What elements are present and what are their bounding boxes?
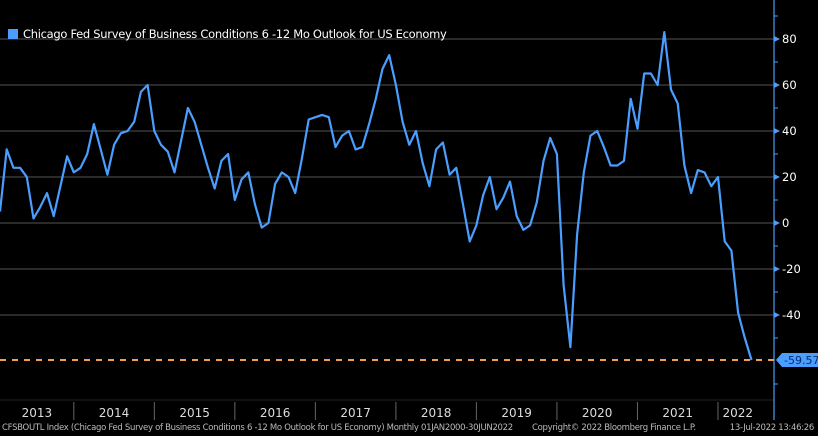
y-tick-label: 0	[782, 216, 789, 230]
footer-source: CFSBOUTL Index (Chicago Fed Survey of Bu…	[2, 423, 513, 433]
x-tick-label: 2013	[22, 406, 53, 420]
footer-timestamp: 13-Jul-2022 13:46:26	[729, 423, 815, 433]
series-line	[0, 31, 753, 361]
x-tick-label: 2014	[99, 406, 130, 420]
gridlines	[0, 38, 774, 316]
y-tick-marker	[774, 174, 780, 180]
x-tick-label: 2016	[260, 406, 291, 420]
last-value-label: -59.57	[784, 354, 818, 367]
legend-label: Chicago Fed Survey of Business Condition…	[23, 27, 447, 41]
y-tick-marker	[774, 36, 780, 42]
y-tick-label: -40	[782, 308, 801, 322]
y-tick-marker	[774, 128, 780, 134]
x-tick-label: 2017	[340, 406, 371, 420]
last-value-badge	[776, 353, 818, 368]
y-tick-label: -20	[782, 262, 801, 276]
x-tick-label: 2015	[179, 406, 210, 420]
y-tick-label: 40	[782, 124, 797, 138]
series-layer	[0, 31, 753, 361]
footer-copyright: Copyright© 2022 Bloomberg Finance L.P.	[532, 423, 696, 433]
y-tick-label: 80	[782, 32, 797, 46]
x-tick-label: 2020	[582, 406, 613, 420]
y-tick-marker	[774, 266, 780, 272]
x-tick-label: 2019	[501, 406, 532, 420]
x-tick-label: 2022	[722, 406, 753, 420]
y-tick-marker	[774, 312, 780, 318]
x-axis: 2013 2014 2015 2016 2017 2018 2019 2020 2021 2022	[0, 399, 774, 420]
y-tick-marker	[774, 220, 780, 226]
y-tick-label: 60	[782, 78, 797, 92]
legend-swatch	[8, 29, 18, 39]
x-tick-label: 2021	[662, 406, 693, 420]
footer: CFSBOUTL Index (Chicago Fed Survey of Bu…	[0, 423, 818, 436]
last-value-marker: -59.57	[0, 353, 818, 368]
y-tick-label: 20	[782, 170, 797, 184]
x-tick-label: 2018	[421, 406, 452, 420]
y-axis: 80 60 40 20 0 -20 -40	[773, 0, 801, 420]
legend: Chicago Fed Survey of Business Condition…	[8, 27, 447, 41]
y-tick-marker	[774, 82, 780, 88]
